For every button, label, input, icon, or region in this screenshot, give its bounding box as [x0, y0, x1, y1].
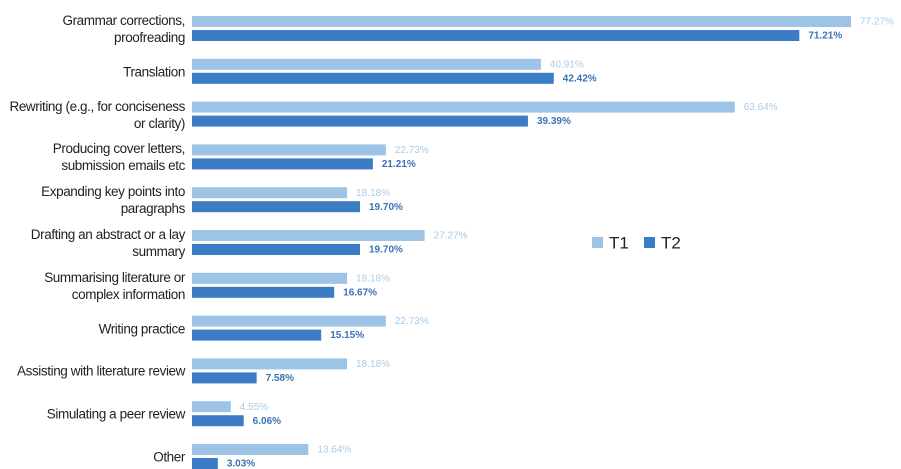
value-label: 18.18%: [356, 188, 390, 199]
bar: [192, 244, 361, 255]
value-label: 4.55%: [240, 402, 268, 413]
value-label: 6.06%: [253, 416, 281, 427]
bar: [192, 358, 348, 370]
bar: [192, 329, 322, 341]
value-label: 21.21%: [382, 159, 416, 170]
bar: [192, 230, 425, 241]
bar: [192, 72, 554, 84]
category-label: Writing practice: [98, 321, 186, 337]
bar: [192, 272, 348, 284]
value-label: 15.15%: [330, 330, 364, 341]
value-label: 40.91%: [550, 59, 584, 70]
bar: [192, 115, 528, 127]
value-label: 42.42%: [563, 73, 597, 84]
bar: [192, 201, 361, 213]
category-label: Rewriting (e.g., for conciseness or clar…: [9, 98, 185, 131]
value-label: 18.18%: [356, 359, 390, 370]
bar: [192, 58, 541, 70]
value-label: 22.73%: [395, 316, 429, 327]
legend-swatch: [644, 237, 655, 248]
value-label: 39.39%: [537, 116, 571, 127]
category-label: Drafting an abstract or a lay summary: [30, 227, 186, 259]
value-label: 19.70%: [369, 245, 403, 256]
bar: [192, 158, 373, 170]
value-label: 7.58%: [266, 373, 294, 384]
bar: [192, 415, 244, 427]
bar: [192, 187, 348, 199]
bar: [192, 315, 386, 327]
bar: [192, 101, 735, 113]
category-label: Simulating a peer review: [46, 406, 186, 422]
value-label: 16.67%: [343, 287, 377, 298]
legend-label: T1: [609, 233, 629, 252]
category-label: Grammar corrections, proofreading: [62, 13, 185, 45]
bar: [192, 286, 335, 298]
category-label: Producing cover letters, submission emai…: [52, 141, 186, 174]
bar: [192, 401, 231, 413]
value-label: 3.03%: [227, 459, 255, 469]
value-label: 13.64%: [317, 445, 351, 456]
category-label: Expanding key points into paragraphs: [41, 184, 185, 217]
bar: [192, 16, 851, 27]
value-label: 27.27%: [434, 231, 468, 242]
bar: [192, 144, 386, 156]
bar: [192, 372, 257, 384]
legend-label: T2: [661, 233, 681, 252]
legend-swatch: [592, 237, 603, 248]
category-label: Translation: [123, 64, 185, 80]
category-label: Other: [153, 449, 185, 465]
value-label: 19.70%: [369, 202, 403, 213]
bar: [192, 30, 800, 41]
value-label: 22.73%: [395, 145, 429, 156]
category-label: Summarising literature or complex inform…: [44, 269, 185, 302]
value-label: 71.21%: [808, 31, 842, 42]
category-label: Assisting with literature review: [16, 363, 185, 379]
bar: [192, 444, 309, 455]
bar: [192, 458, 218, 469]
value-label: 18.18%: [356, 273, 390, 284]
value-label: 63.64%: [744, 102, 778, 113]
value-label: 77.27%: [860, 17, 894, 28]
